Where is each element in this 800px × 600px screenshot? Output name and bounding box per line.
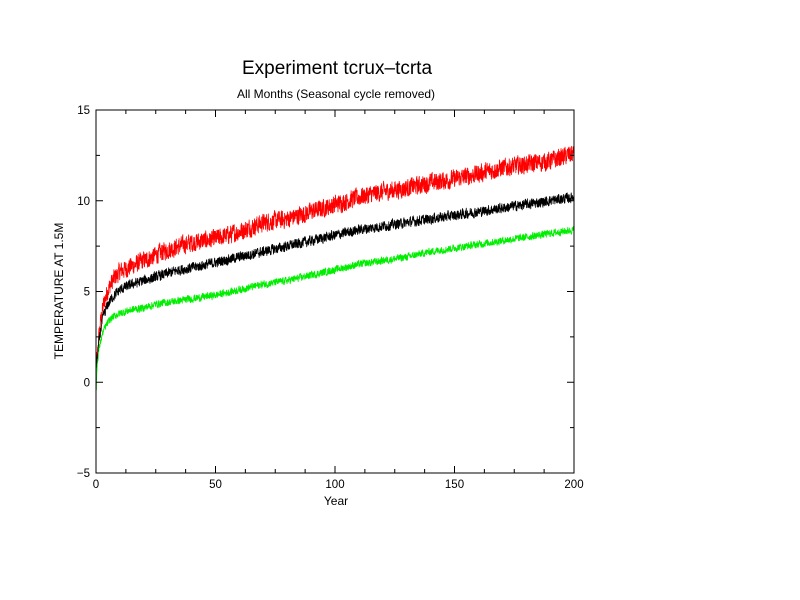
y-tick-label: 10 — [77, 196, 90, 208]
y-axis-label: TEMPERATURE AT 1.5M — [52, 223, 66, 360]
y-tick-label: 0 — [84, 377, 90, 389]
series-line-2 — [95, 226, 575, 391]
x-axis-label: Year — [324, 494, 348, 508]
series-layer — [95, 145, 575, 391]
chart-title: Experiment tcrux–tcrta — [242, 58, 432, 79]
y-tick-label: 5 — [84, 287, 90, 299]
x-tick-label: 0 — [93, 479, 99, 491]
series-line-1 — [95, 192, 575, 381]
x-tick-label: 200 — [564, 479, 583, 491]
series-line-0 — [95, 145, 575, 385]
x-tick-label: 100 — [325, 479, 344, 491]
y-tick-label: 15 — [77, 105, 90, 117]
x-tick-label: 150 — [445, 479, 464, 491]
x-tick-label: 50 — [209, 479, 222, 491]
chart-subtitle: All Months (Seasonal cycle removed) — [237, 87, 435, 101]
y-tick-label: −5 — [77, 468, 90, 480]
